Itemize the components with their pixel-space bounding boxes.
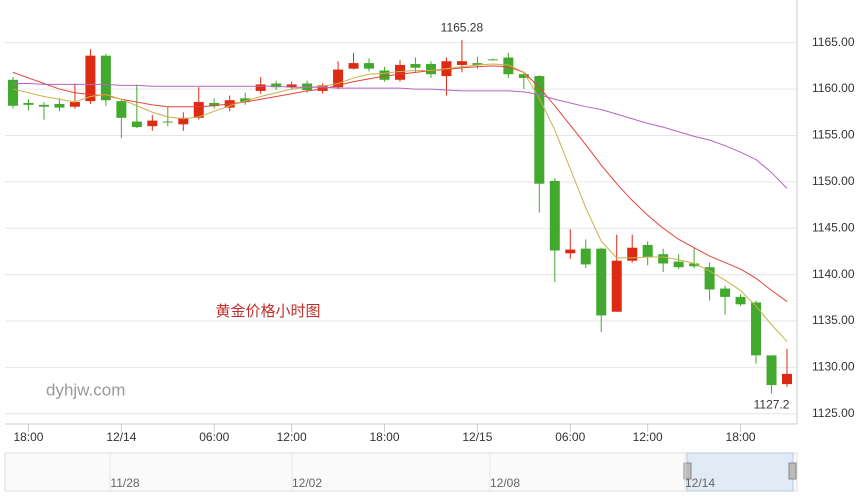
candle-body	[8, 79, 18, 106]
candle-body	[209, 102, 220, 106]
chart-title: 黄金价格小时图	[215, 303, 320, 320]
x-tick-label: 18:00	[726, 430, 756, 444]
candle-body	[503, 57, 514, 75]
x-tick-label: 18:00	[370, 430, 400, 444]
candle-body	[333, 69, 344, 88]
candle-body	[658, 254, 669, 264]
y-tick-label: 1125.00	[812, 406, 855, 420]
x-tick-label: 12:00	[633, 430, 663, 444]
candle-body	[410, 64, 421, 68]
watermark: dyhjw.com	[46, 380, 125, 399]
candle-body	[162, 121, 173, 123]
candle-body	[286, 84, 297, 88]
candle-body	[395, 64, 405, 80]
candle-body	[689, 263, 700, 267]
candle-body	[364, 63, 375, 69]
candle-body	[751, 302, 762, 356]
y-tick-label: 1145.00	[812, 220, 855, 234]
candle-body	[642, 244, 653, 257]
candle-body	[348, 63, 359, 69]
navigator-handle[interactable]	[683, 462, 692, 480]
y-tick-label: 1135.00	[812, 313, 855, 327]
candle-body	[565, 249, 576, 254]
candle-body	[193, 102, 204, 118]
candle-body	[38, 104, 49, 107]
candle-body	[54, 103, 65, 108]
candle-body	[627, 247, 638, 261]
y-tick-label: 1130.00	[812, 360, 855, 374]
x-tick-label: 12/15	[462, 430, 492, 444]
candle-body	[596, 248, 607, 316]
min-label: 1127.2	[754, 398, 790, 412]
candle-body	[131, 121, 142, 128]
y-tick-label: 1140.00	[812, 267, 855, 281]
y-tick-label: 1155.00	[812, 128, 855, 142]
candle-body	[456, 61, 467, 65]
candle-body	[720, 288, 731, 297]
navigator-label: 12/02	[292, 476, 322, 490]
x-tick-label: 06:00	[555, 430, 585, 444]
candle-body	[580, 248, 591, 265]
y-tick-label: 1150.00	[812, 174, 855, 188]
candle-body	[271, 83, 282, 88]
navigator-label: 12/14	[685, 476, 715, 490]
candle-body	[766, 355, 777, 386]
candle-body	[782, 373, 792, 385]
candle-body	[23, 102, 34, 105]
max-label: 1165.28	[441, 20, 484, 34]
candle-body	[472, 63, 483, 65]
navigator-label: 11/28	[110, 476, 139, 490]
candle-body	[549, 180, 560, 251]
y-tick-label: 1160.00	[812, 81, 855, 95]
candle-body	[518, 74, 529, 78]
candle-body	[240, 98, 251, 103]
candle-body	[100, 55, 111, 101]
navigator[interactable]	[4, 452, 798, 492]
moving-average-line	[13, 83, 788, 189]
x-tick-label: 06:00	[199, 430, 229, 444]
candle-body	[425, 64, 436, 75]
x-tick-label: 18:00	[13, 430, 43, 444]
navigator-handle[interactable]	[788, 462, 797, 480]
candle-body	[147, 120, 158, 127]
candle-body	[317, 85, 328, 91]
candle-body	[178, 117, 189, 125]
candle-body	[85, 55, 96, 102]
moving-average-line	[12, 63, 788, 342]
candle-body	[255, 84, 266, 91]
x-tick-label: 12/14	[106, 430, 136, 444]
candle-body	[487, 59, 498, 61]
candle-body	[704, 267, 715, 290]
moving-average-line	[12, 65, 788, 302]
candle-body	[673, 261, 684, 268]
navigator-label: 12/08	[490, 476, 520, 490]
x-tick-label: 12:00	[277, 430, 307, 444]
candle-body	[735, 296, 746, 305]
candle-body	[611, 260, 622, 312]
candle-body	[379, 70, 390, 80]
candle-body	[116, 101, 127, 118]
candle-body	[534, 76, 545, 184]
y-tick-label: 1165.00	[812, 35, 855, 49]
candle-body	[69, 102, 80, 107]
